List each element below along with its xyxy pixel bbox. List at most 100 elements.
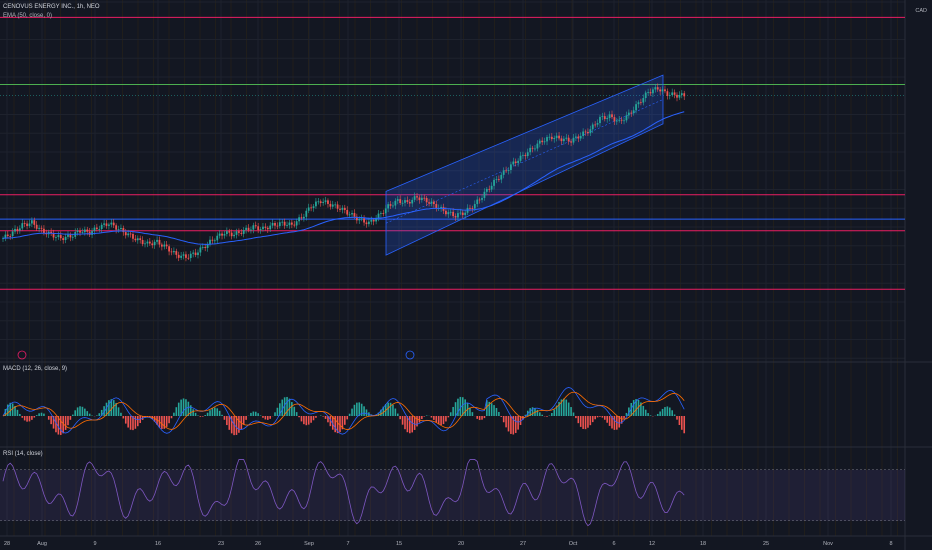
macd-histogram-bar: [310, 416, 312, 423]
macd-histogram-bar: [283, 397, 286, 416]
event-marker-icon: [17, 350, 27, 360]
macd-histogram-bar: [259, 415, 262, 416]
macd-histogram-bar: [180, 399, 182, 416]
macd-histogram-bar: [57, 416, 60, 435]
candle-body: [464, 212, 467, 215]
candle-body: [420, 197, 423, 201]
macd-histogram-bar: [74, 410, 77, 416]
candle-body: [117, 229, 120, 230]
candle-body: [601, 116, 604, 117]
candle-body: [572, 137, 575, 143]
candle-body: [671, 92, 674, 95]
candle-body: [23, 223, 26, 224]
macd-histogram-bar: [567, 402, 570, 416]
candle-body: [223, 234, 226, 236]
candle-body: [189, 253, 192, 259]
candle-body: [100, 224, 103, 230]
candle-body: [449, 211, 452, 213]
macd-histogram-bar: [305, 416, 308, 426]
candle-body: [594, 124, 597, 126]
regression-channel: [385, 74, 664, 256]
candle-body: [384, 208, 387, 214]
candle-body: [28, 223, 31, 226]
macd-histogram-bar: [517, 416, 519, 430]
macd-histogram-bar: [35, 415, 38, 416]
candle-body: [461, 212, 464, 215]
candle-body: [83, 229, 86, 233]
candle-body: [454, 216, 457, 218]
candle-body: [257, 226, 260, 230]
candle-body: [469, 207, 471, 209]
macd-histogram-bar: [589, 416, 592, 426]
macd-histogram-bar: [570, 407, 572, 416]
candle-body: [290, 222, 293, 225]
macd-histogram-bar: [254, 411, 257, 416]
macd-histogram-bar: [577, 416, 580, 424]
candle-body: [457, 213, 459, 218]
candle-body: [401, 202, 404, 204]
macd-histogram-bar: [476, 416, 479, 419]
candle-body: [300, 217, 303, 219]
x-tick-label: 18: [699, 541, 707, 547]
macd-histogram-bar: [656, 413, 659, 416]
macd-histogram-bar: [505, 416, 507, 428]
candle-body: [360, 218, 363, 220]
candle-body: [276, 225, 279, 227]
candle-body: [69, 234, 72, 238]
candle-body: [635, 104, 637, 111]
x-tick-label: 8: [889, 541, 893, 547]
macd-histogram-bar: [611, 416, 613, 429]
candle-body: [435, 204, 438, 209]
macd-histogram-bar: [389, 402, 392, 416]
macd-histogram-bar: [531, 407, 534, 416]
candle-body: [2, 238, 4, 240]
macd-histogram-bar: [353, 404, 356, 416]
macd-histogram-bar: [221, 414, 223, 416]
candle-body: [225, 231, 228, 235]
macd-histogram-bar: [322, 416, 324, 417]
macd-histogram-bar: [399, 416, 401, 420]
macd-histogram-bar: [279, 403, 281, 416]
macd-histogram-bar: [529, 408, 531, 416]
candle-body: [132, 234, 134, 239]
macd-histogram-bar: [170, 416, 173, 419]
candle-body: [505, 170, 507, 172]
macd-histogram-bar: [404, 416, 406, 430]
candle-body: [146, 241, 149, 244]
macd-histogram-bar: [64, 416, 67, 430]
candle-body: [21, 223, 24, 229]
candle-body: [440, 206, 442, 209]
macd-histogram-bar: [132, 416, 134, 431]
candle-body: [471, 208, 474, 209]
candle-body: [26, 223, 28, 226]
candle-body: [683, 93, 686, 97]
macd-histogram-bar: [510, 416, 512, 434]
candle-body: [127, 233, 130, 236]
macd-histogram-bar: [199, 416, 202, 417]
macd-histogram-bar: [7, 404, 9, 416]
candle-body: [329, 203, 332, 207]
macd-histogram-bar: [163, 416, 166, 429]
macd-histogram-bar: [365, 409, 368, 416]
macd-histogram-bar: [55, 416, 57, 433]
macd-histogram-bar: [630, 402, 633, 416]
candle-body: [194, 252, 197, 256]
candle-body: [103, 223, 105, 225]
macd-histogram-bar: [76, 407, 79, 416]
candle-body: [661, 89, 664, 92]
macd-histogram-bar: [103, 406, 105, 416]
macd-histogram-bar: [52, 416, 55, 429]
candle-body: [151, 243, 154, 246]
candle-body: [238, 231, 240, 233]
macd-histogram-bar: [96, 415, 98, 416]
macd-histogram-bar: [327, 416, 329, 423]
x-tick-label: Oct: [568, 541, 578, 547]
macd-histogram-bar: [435, 416, 438, 423]
candle-body: [452, 211, 455, 217]
macd-histogram-bar: [440, 416, 442, 426]
macd-histogram-bar: [447, 416, 450, 418]
macd-histogram-bar: [235, 416, 238, 435]
macd-histogram-bar: [274, 412, 276, 416]
macd-histogram-bar: [223, 416, 226, 420]
